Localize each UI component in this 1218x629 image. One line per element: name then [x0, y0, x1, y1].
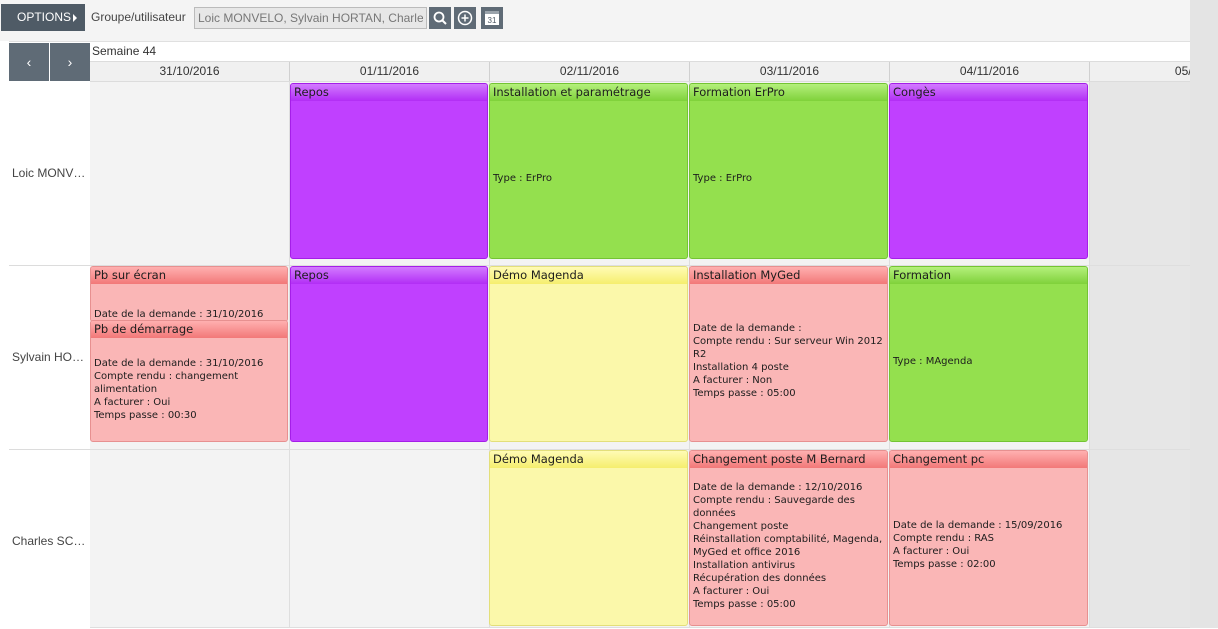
resource-row: Sylvain HORTAN	[9, 266, 90, 450]
day-cell[interactable]	[1090, 82, 1190, 266]
event-detail: Date de la demande : 31/10/2016	[94, 309, 264, 320]
resource-row: Charles SCRIB	[9, 450, 90, 628]
day-header[interactable]: 31/10/2016	[90, 62, 290, 81]
add-icon	[457, 10, 473, 26]
event-card[interactable]: Changement pc Date de la demande : 15/09…	[889, 450, 1088, 626]
event-title: Formation	[890, 267, 1087, 284]
event-title: Démo Magenda	[490, 267, 687, 284]
day-cell[interactable]	[1090, 450, 1190, 628]
event-title: Démo Magenda	[490, 451, 687, 468]
event-card[interactable]: Démo Magenda	[489, 450, 688, 626]
chevron-left-icon: ‹	[26, 54, 32, 70]
week-label: Semaine 44	[92, 44, 157, 58]
calendar-button[interactable]: 31	[481, 7, 503, 29]
calendar-grid: Repos Installation et paramétrage Type :…	[90, 82, 1190, 628]
event-detail: Installation antivirus	[693, 560, 796, 571]
event-detail: Compte rendu : Sauvegarde des données	[693, 495, 855, 519]
day-header[interactable]: 01/11/2016	[290, 62, 490, 81]
event-detail: A facturer : Oui	[693, 586, 770, 597]
event-title: Pb sur écran	[91, 267, 287, 284]
event-detail: Temps passe : 00:30	[94, 410, 197, 421]
event-title: Congès	[890, 84, 1087, 101]
event-card[interactable]: Démo Magenda	[489, 266, 688, 442]
group-user-input[interactable]	[194, 7, 427, 29]
event-detail: Date de la demande :	[693, 323, 802, 334]
event-card[interactable]: Repos	[290, 83, 488, 259]
day-header[interactable]: 05/11	[1090, 62, 1190, 81]
search-button[interactable]	[429, 7, 451, 29]
event-card[interactable]: Installation MyGed Date de la demande : …	[689, 266, 888, 442]
event-title: Changement poste M Bernard	[690, 451, 887, 468]
event-detail: Temps passe : 02:00	[893, 559, 996, 570]
event-detail: Temps passe : 05:00	[693, 599, 796, 610]
day-cell[interactable]	[90, 82, 290, 266]
day-header-row: 31/10/2016 01/11/2016 02/11/2016 03/11/2…	[90, 61, 1190, 82]
event-title: Installation et paramétrage	[490, 84, 687, 101]
event-card[interactable]: Installation et paramétrage Type : ErPro	[489, 83, 688, 259]
search-icon	[433, 11, 447, 25]
event-card[interactable]: Congès	[889, 83, 1088, 259]
event-detail: Type : MAgenda	[893, 356, 973, 367]
event-detail: Type : ErPro	[493, 173, 552, 184]
options-label: OPTIONS	[17, 10, 72, 24]
event-title: Repos	[291, 84, 487, 101]
event-detail: Temps passe : 05:00	[693, 388, 796, 399]
options-button[interactable]: OPTIONS	[1, 4, 85, 31]
day-header[interactable]: 03/11/2016	[690, 62, 890, 81]
event-detail: Compte rendu : changement alimentation	[94, 371, 239, 395]
day-cell[interactable]	[1090, 266, 1190, 450]
event-detail: Compte rendu : Sur serveur Win 2012 R2	[693, 336, 883, 360]
event-title: Formation ErPro	[690, 84, 887, 101]
day-header[interactable]: 04/11/2016	[890, 62, 1090, 81]
event-detail: Installation 4 poste	[693, 362, 789, 373]
day-cell[interactable]	[90, 450, 290, 628]
chevron-right-icon: ›	[67, 54, 73, 70]
calendar-icon-day: 31	[488, 16, 497, 25]
event-card[interactable]: Pb sur écran Date de la demande : 31/10/…	[90, 266, 288, 322]
event-detail: A facturer : Non	[693, 375, 773, 386]
event-card[interactable]: Formation ErPro Type : ErPro	[689, 83, 888, 259]
event-title: Repos	[291, 267, 487, 284]
event-detail: Date de la demande : 31/10/2016	[94, 358, 264, 369]
vertical-scrollbar[interactable]	[1190, 0, 1218, 628]
event-card[interactable]: Changement poste M Bernard Date de la de…	[689, 450, 888, 626]
event-detail: Réinstallation comptabilité, Magenda, My…	[693, 534, 883, 558]
event-detail: A facturer : Oui	[893, 546, 970, 557]
calendar-icon: 31	[485, 11, 499, 25]
event-detail: A facturer : Oui	[94, 397, 171, 408]
day-cell[interactable]	[290, 450, 490, 628]
resource-name[interactable]: Charles SCRIB	[12, 534, 90, 548]
event-detail: Changement poste	[693, 521, 789, 532]
event-title: Pb de démarrage	[91, 321, 287, 338]
event-card[interactable]: Pb de démarrage Date de la demande : 31/…	[90, 320, 288, 442]
event-detail: Récupération des données	[693, 573, 827, 584]
caret-right-icon	[73, 14, 77, 22]
event-detail: Compte rendu : RAS	[893, 533, 994, 544]
next-week-button[interactable]: ›	[50, 43, 90, 81]
event-detail: Date de la demande : 15/09/2016	[893, 520, 1063, 531]
resource-row: Loic MONVELO	[9, 82, 90, 266]
event-card[interactable]: Repos	[290, 266, 488, 442]
event-title: Changement pc	[890, 451, 1087, 468]
group-label: Groupe/utilisateur	[91, 10, 186, 24]
day-header[interactable]: 02/11/2016	[490, 62, 690, 81]
resource-column: Loic MONVELO Sylvain HORTAN Charles SCRI…	[9, 82, 90, 628]
event-detail: Date de la demande : 12/10/2016	[693, 482, 863, 493]
prev-week-button[interactable]: ‹	[9, 43, 49, 81]
add-button[interactable]	[454, 7, 476, 29]
resource-name[interactable]: Loic MONVELO	[12, 166, 90, 180]
event-title: Installation MyGed	[690, 267, 887, 284]
event-card[interactable]: Formation Type : MAgenda	[889, 266, 1088, 442]
event-detail: Type : ErPro	[693, 173, 752, 184]
resource-name[interactable]: Sylvain HORTAN	[12, 350, 90, 364]
